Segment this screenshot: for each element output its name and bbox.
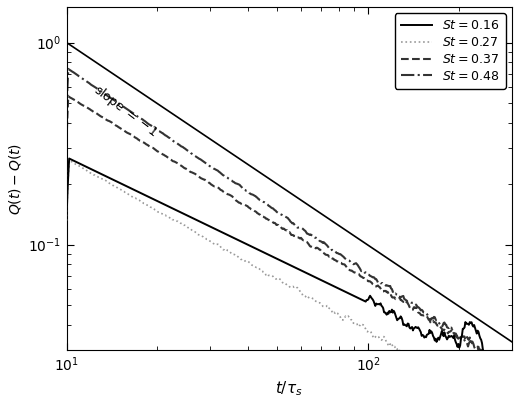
$St = 0.16$ xyxy=(324,281,330,286)
$St = 0.37$ xyxy=(65,94,72,99)
Line: $St = 0.27$: $St = 0.27$ xyxy=(66,161,503,405)
$St = 0.27$ xyxy=(271,276,278,281)
$St = 0.37$ xyxy=(271,220,278,225)
$St = 0.27$ xyxy=(324,303,330,308)
$St = 0.37$ xyxy=(274,222,280,227)
$St = 0.27$ xyxy=(422,362,428,367)
$St = 0.37$ xyxy=(301,238,307,243)
$St = 0.37$ xyxy=(500,404,506,405)
$St = 0.48$ xyxy=(301,227,307,232)
$St = 0.48$ xyxy=(490,353,497,358)
$St = 0.48$ xyxy=(422,310,428,315)
$St = 0.37$ xyxy=(422,313,428,318)
Y-axis label: $Q(t) - Q(t)$: $Q(t) - Q(t)$ xyxy=(7,143,23,215)
$St = 0.48$ xyxy=(274,210,280,215)
Legend: $St = 0.16$, $St = 0.27$, $St = 0.37$, $St = 0.48$: $St = 0.16$, $St = 0.27$, $St = 0.37$, $… xyxy=(395,13,506,89)
$St = 0.16$ xyxy=(63,216,70,221)
$St = 0.27$ xyxy=(274,276,280,281)
$St = 0.37$ xyxy=(324,252,330,257)
Text: slope $= -1$: slope $= -1$ xyxy=(90,81,162,141)
$St = 0.27$ xyxy=(490,400,497,405)
$St = 0.48$ xyxy=(63,111,70,115)
$St = 0.48$ xyxy=(65,66,72,71)
$St = 0.16$ xyxy=(500,401,506,405)
$St = 0.16$ xyxy=(422,334,428,339)
$St = 0.48$ xyxy=(271,208,278,213)
$St = 0.16$ xyxy=(490,354,497,359)
Line: $St = 0.48$: $St = 0.48$ xyxy=(66,69,503,405)
$St = 0.37$ xyxy=(490,356,497,361)
$St = 0.27$ xyxy=(63,218,70,223)
$St = 0.16$ xyxy=(66,156,72,161)
Line: $St = 0.37$: $St = 0.37$ xyxy=(66,96,503,405)
$St = 0.37$ xyxy=(63,138,70,143)
$St = 0.48$ xyxy=(324,243,330,248)
$St = 0.16$ xyxy=(274,256,280,261)
$St = 0.27$ xyxy=(301,293,307,298)
$St = 0.16$ xyxy=(271,255,278,260)
$St = 0.16$ xyxy=(301,269,307,274)
X-axis label: $t / \tau_s$: $t / \tau_s$ xyxy=(276,379,303,398)
$St = 0.27$ xyxy=(66,158,72,163)
Line: $St = 0.16$: $St = 0.16$ xyxy=(66,158,503,403)
